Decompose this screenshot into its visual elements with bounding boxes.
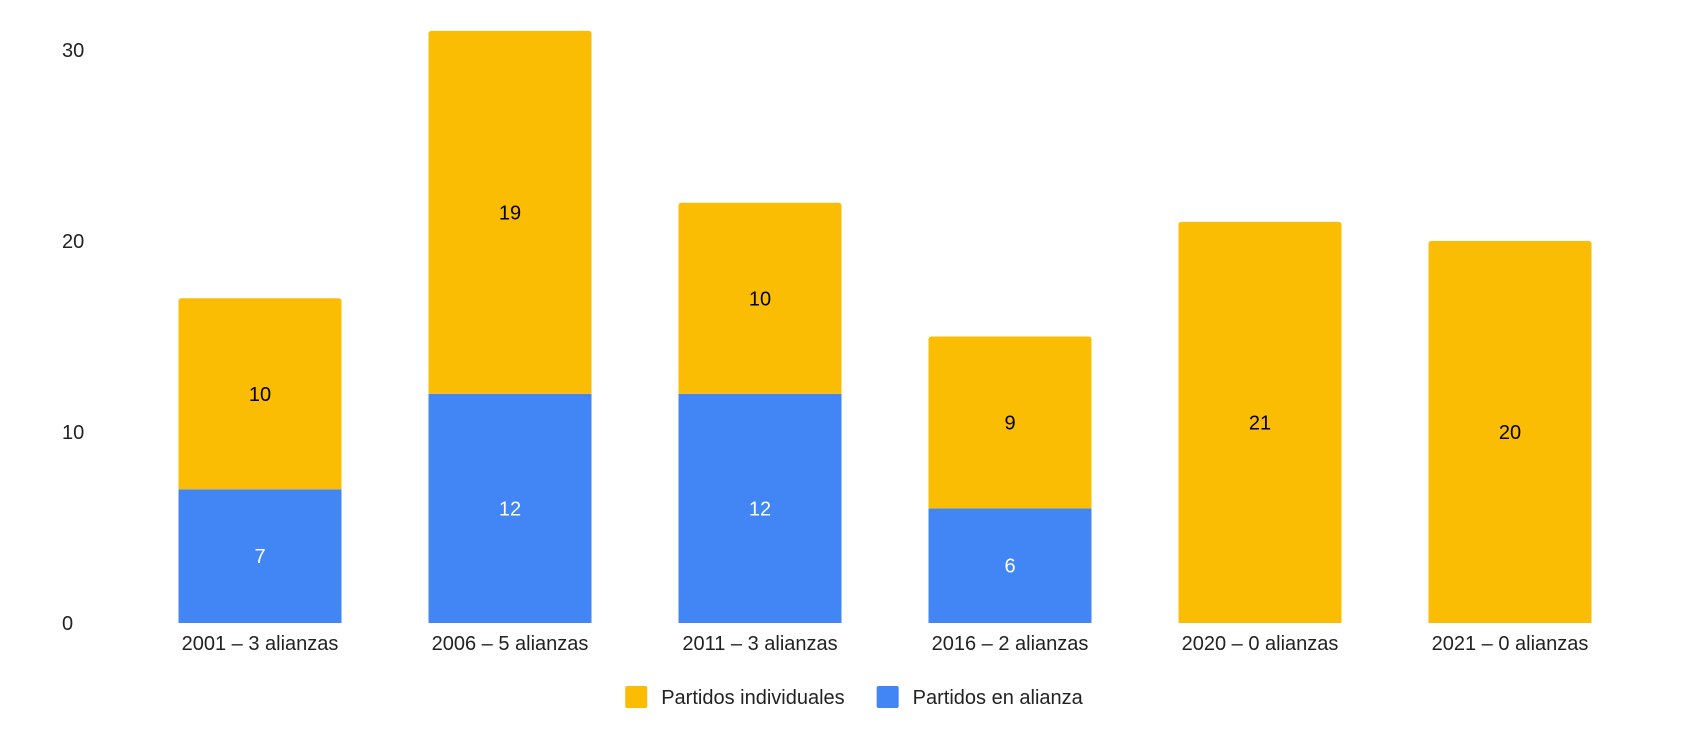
y-tick-label: 30	[62, 40, 84, 62]
data-label: 12	[499, 498, 521, 520]
bar-segment-alianza	[428, 393, 592, 623]
bar-segment-alianza	[678, 393, 842, 623]
x-tick-label: 2001 – 3 alianzas	[182, 633, 339, 655]
data-label: 10	[249, 384, 271, 406]
y-tick-label: 10	[62, 422, 84, 444]
bar-segment-alianza	[928, 508, 1092, 623]
bar-segment-individuales	[428, 30, 592, 394]
x-tick-label: 2016 – 2 alianzas	[932, 633, 1089, 655]
y-tick-label: 20	[62, 231, 84, 253]
data-label: 7	[254, 546, 265, 568]
data-label: 10	[749, 288, 771, 310]
legend-label: Partidos individuales	[661, 687, 844, 709]
bar-segment-individuales	[678, 202, 842, 394]
x-tick-label: 2021 – 0 alianzas	[1432, 633, 1589, 655]
x-tick-label: 2011 – 3 alianzas	[682, 633, 837, 655]
legend-swatch-alianza	[876, 686, 899, 708]
bar-segment-individuales	[178, 298, 342, 490]
bar-segment-individuales	[1178, 221, 1342, 623]
y-tick-label: 0	[62, 613, 73, 635]
legend-label: Partidos en alianza	[913, 687, 1084, 709]
data-label: 20	[1499, 422, 1521, 444]
data-label: 19	[499, 202, 521, 224]
data-label: 9	[1004, 412, 1015, 434]
bar-segment-alianza	[178, 489, 342, 623]
bar-segment-individuales	[928, 336, 1092, 509]
x-tick-label: 2020 – 0 alianzas	[1182, 633, 1339, 655]
bar-segment-individuales	[1428, 241, 1592, 623]
x-tick-label: 2006 – 5 alianzas	[432, 633, 589, 655]
data-label: 21	[1249, 412, 1271, 434]
data-label: 6	[1004, 556, 1015, 578]
legend-swatch-individuales	[625, 686, 648, 708]
data-label: 12	[749, 498, 771, 520]
